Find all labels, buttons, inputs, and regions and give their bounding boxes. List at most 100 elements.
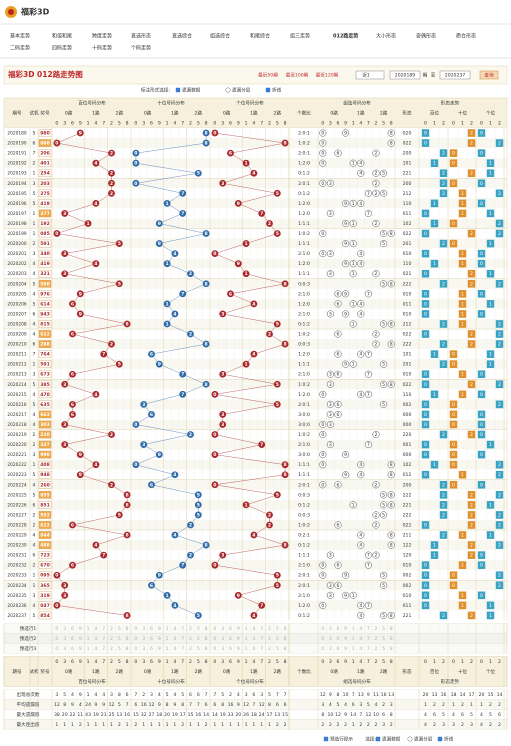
nav-link[interactable]: 012路走势 bbox=[333, 33, 358, 40]
preselect-digit[interactable]: 1 bbox=[166, 626, 169, 632]
nav-link[interactable]: 二码走势 bbox=[10, 45, 30, 52]
preselect-digit[interactable]: 2 bbox=[268, 636, 271, 642]
query-button[interactable] bbox=[479, 70, 499, 80]
preselect-digit[interactable]: 1 bbox=[87, 646, 90, 652]
preselect-digit[interactable]: 6 bbox=[150, 646, 153, 652]
quick-link[interactable]: 最近50期 bbox=[258, 72, 278, 79]
preselect-digit[interactable]: 9 bbox=[79, 626, 82, 632]
preselect-digit[interactable]: 0 bbox=[321, 626, 324, 632]
nav-link[interactable]: 质合形态 bbox=[456, 33, 476, 40]
quick-link[interactable]: 最近120期 bbox=[316, 72, 339, 79]
preselect-digit[interactable]: 2 bbox=[189, 636, 192, 642]
preselect-digit[interactable]: 9 bbox=[237, 626, 240, 632]
preselect-digit[interactable]: 2 bbox=[375, 636, 378, 642]
preselect-digit[interactable]: 2 bbox=[189, 626, 192, 632]
preselect-digit[interactable]: 1 bbox=[352, 626, 355, 632]
preselect-digit[interactable]: 5 bbox=[276, 626, 279, 632]
preselect-digit[interactable]: 6 bbox=[337, 636, 340, 642]
option-text[interactable]: 预选行提示 bbox=[330, 736, 353, 743]
nav-link[interactable]: 直选综合 bbox=[172, 33, 192, 40]
preselect-digit[interactable]: 9 bbox=[237, 636, 240, 642]
preselect-digit[interactable]: 6 bbox=[229, 646, 232, 652]
preselect-digit[interactable]: 2 bbox=[268, 646, 271, 652]
preselect-digit[interactable]: 1 bbox=[87, 626, 90, 632]
preselect-digit[interactable]: 7 bbox=[102, 626, 105, 632]
option-text[interactable]: 折线 bbox=[444, 736, 454, 743]
preselect-digit[interactable]: 6 bbox=[337, 646, 340, 652]
from-input[interactable] bbox=[389, 70, 421, 80]
preselect-digit[interactable]: 5 bbox=[118, 636, 121, 642]
preselect-digit[interactable]: 8 bbox=[126, 626, 129, 632]
preselect-digit[interactable]: 1 bbox=[352, 636, 355, 642]
preselect-digit[interactable]: 5 bbox=[382, 646, 385, 652]
preselect-digit[interactable]: 4 bbox=[94, 636, 97, 642]
preselect-digit[interactable]: 0 bbox=[213, 636, 216, 642]
preselect-digit[interactable]: 2 bbox=[110, 636, 113, 642]
preselect-digit[interactable]: 4 bbox=[94, 626, 97, 632]
preselect-digit[interactable]: 4 bbox=[94, 646, 97, 652]
preselect-digit[interactable]: 4 bbox=[173, 646, 176, 652]
preselect-digit[interactable]: 7 bbox=[102, 646, 105, 652]
preselect-digit[interactable]: 3 bbox=[63, 636, 66, 642]
preselect-digit[interactable]: 7 bbox=[367, 646, 370, 652]
preselect-digit[interactable]: 6 bbox=[229, 636, 232, 642]
preselect-digit[interactable]: 7 bbox=[181, 646, 184, 652]
preselect-digit[interactable]: 5 bbox=[276, 646, 279, 652]
nav-link[interactable]: 十码走势 bbox=[92, 45, 112, 52]
preselect-digit[interactable]: 7 bbox=[260, 646, 263, 652]
checkbox[interactable] bbox=[437, 736, 443, 742]
checkbox[interactable] bbox=[375, 736, 381, 742]
preselect-digit[interactable]: 0 bbox=[55, 646, 58, 652]
preselect-digit[interactable]: 7 bbox=[102, 636, 105, 642]
preselect-digit[interactable]: 3 bbox=[142, 626, 145, 632]
preselect-digit[interactable]: 0 bbox=[321, 636, 324, 642]
nav-link[interactable]: 和值和尾 bbox=[52, 33, 72, 40]
preselect-digit[interactable]: 6 bbox=[71, 646, 74, 652]
preselect-digit[interactable]: 3 bbox=[142, 636, 145, 642]
preselect-digit[interactable]: 3 bbox=[221, 626, 224, 632]
option-text[interactable]: 遗漏数据 bbox=[382, 736, 401, 743]
preselect-digit[interactable]: 0 bbox=[55, 626, 58, 632]
preselect-digit[interactable]: 5 bbox=[197, 626, 200, 632]
preselect-digit[interactable]: 4 bbox=[252, 636, 255, 642]
preselect-digit[interactable]: 3 bbox=[329, 626, 332, 632]
checkbox[interactable] bbox=[175, 87, 181, 93]
nav-link[interactable]: 奇偶形态 bbox=[416, 33, 436, 40]
preselect-digit[interactable]: 8 bbox=[205, 646, 208, 652]
preselect-digit[interactable]: 5 bbox=[118, 626, 121, 632]
preselect-digit[interactable]: 6 bbox=[150, 636, 153, 642]
preselect-digit[interactable]: 9 bbox=[344, 636, 347, 642]
preselect-digit[interactable]: 4 bbox=[173, 636, 176, 642]
preselect-digit[interactable]: 7 bbox=[181, 626, 184, 632]
period-select[interactable] bbox=[355, 70, 385, 80]
checkbox[interactable] bbox=[323, 736, 329, 742]
nav-link[interactable]: 个码走势 bbox=[131, 45, 151, 52]
preselect-digit[interactable]: 8 bbox=[205, 636, 208, 642]
preselect-digit[interactable]: 9 bbox=[344, 626, 347, 632]
to-input[interactable] bbox=[439, 70, 471, 80]
preselect-digit[interactable]: 3 bbox=[329, 636, 332, 642]
preselect-digit[interactable]: 9 bbox=[79, 646, 82, 652]
preselect-digit[interactable]: 8 bbox=[205, 626, 208, 632]
preselect-digit[interactable]: 5 bbox=[118, 646, 121, 652]
preselect-digit[interactable]: 9 bbox=[237, 646, 240, 652]
preselect-digit[interactable]: 8 bbox=[284, 626, 287, 632]
nav-link[interactable]: 直选形态 bbox=[131, 33, 151, 40]
preselect-digit[interactable]: 3 bbox=[221, 636, 224, 642]
preselect-digit[interactable]: 3 bbox=[329, 646, 332, 652]
preselect-digit[interactable]: 0 bbox=[55, 636, 58, 642]
option-text[interactable]: 遗漏分层 bbox=[414, 736, 433, 743]
checkbox[interactable] bbox=[265, 87, 271, 93]
preselect-digit[interactable]: 4 bbox=[359, 646, 362, 652]
nav-link[interactable]: 和尾综合 bbox=[250, 33, 270, 40]
preselect-digit[interactable]: 8 bbox=[126, 646, 129, 652]
preselect-digit[interactable]: 0 bbox=[134, 646, 137, 652]
preselect-digit[interactable]: 1 bbox=[166, 646, 169, 652]
preselect-digit[interactable]: 7 bbox=[367, 636, 370, 642]
preselect-digit[interactable]: 0 bbox=[134, 626, 137, 632]
preselect-digit[interactable]: 6 bbox=[229, 626, 232, 632]
preselect-digit[interactable]: 5 bbox=[382, 636, 385, 642]
preselect-digit[interactable]: 2 bbox=[189, 646, 192, 652]
preselect-digit[interactable]: 7 bbox=[260, 626, 263, 632]
preselect-digit[interactable]: 3 bbox=[221, 646, 224, 652]
